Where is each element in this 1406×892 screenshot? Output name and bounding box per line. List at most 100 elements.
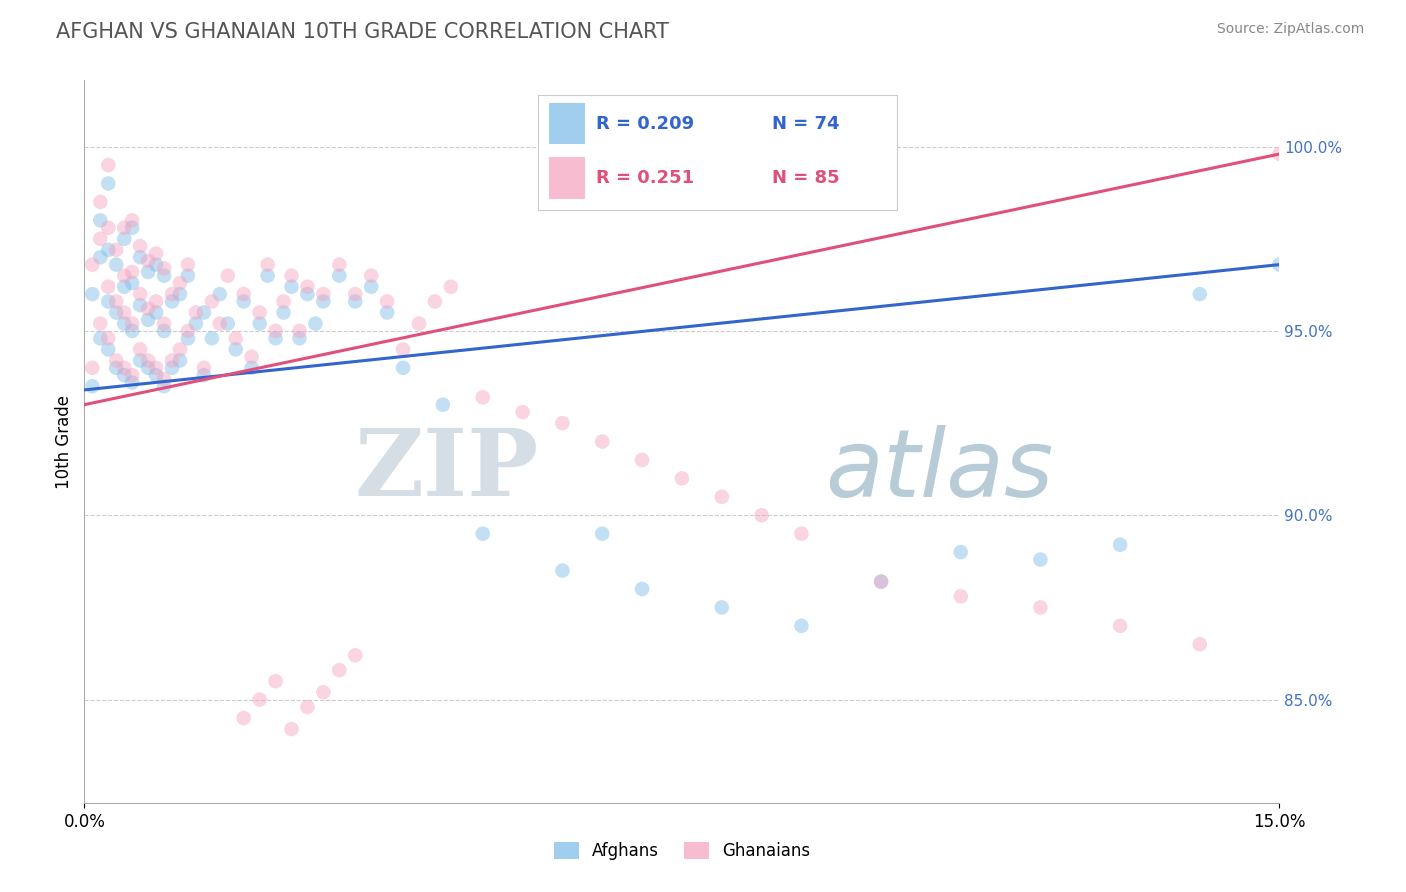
Point [1029, 600, 1052, 615]
Point [440, 279, 463, 293]
Point [280, 722, 302, 736]
Point [153, 268, 176, 283]
Point [551, 564, 574, 578]
Point [193, 368, 215, 383]
Point [273, 305, 295, 319]
Point [360, 279, 382, 293]
Point [89, 232, 111, 246]
Point [145, 294, 167, 309]
Point [264, 324, 287, 338]
Point [177, 324, 200, 338]
Point [82, 287, 104, 301]
Point [1109, 538, 1132, 552]
Point [249, 305, 271, 319]
Point [256, 258, 278, 272]
Point [217, 317, 239, 331]
Point [89, 331, 111, 345]
Point [89, 194, 111, 209]
Point [344, 287, 367, 301]
Point [240, 350, 263, 364]
Point [97, 177, 120, 191]
Point [591, 526, 613, 541]
Point [304, 317, 326, 331]
Point [671, 471, 693, 485]
Point [288, 331, 311, 345]
Point [551, 416, 574, 430]
Point [328, 258, 350, 272]
Point [312, 685, 335, 699]
Point [82, 360, 104, 375]
Point [97, 243, 120, 257]
Point [169, 287, 191, 301]
Point [97, 158, 120, 172]
Point [232, 711, 254, 725]
Point [201, 331, 224, 345]
Point [423, 294, 446, 309]
Point [97, 279, 120, 293]
Point [145, 360, 167, 375]
Text: Source: ZipAtlas.com: Source: ZipAtlas.com [1216, 22, 1364, 37]
Point [949, 590, 972, 604]
Point [208, 287, 231, 301]
Point [790, 619, 813, 633]
Point [264, 674, 287, 689]
Point [153, 324, 176, 338]
Point [177, 331, 200, 345]
Point [288, 324, 311, 338]
Point [408, 317, 430, 331]
Point [112, 279, 135, 293]
Point [97, 220, 120, 235]
Point [273, 294, 295, 309]
Point [136, 360, 159, 375]
Point [129, 287, 152, 301]
Point [184, 317, 207, 331]
Point [82, 258, 104, 272]
Point [169, 353, 191, 368]
Point [129, 239, 152, 253]
Point [121, 317, 143, 331]
Point [129, 298, 152, 312]
Point [105, 360, 128, 375]
Point [160, 294, 183, 309]
Point [112, 360, 135, 375]
Point [129, 250, 152, 264]
Point [82, 379, 104, 393]
Point [153, 372, 176, 386]
Point [1029, 552, 1052, 566]
Point [121, 368, 143, 383]
Point [89, 317, 111, 331]
Point [184, 305, 207, 319]
Point [145, 368, 167, 383]
Point [136, 353, 159, 368]
Point [121, 376, 143, 390]
Point [129, 353, 152, 368]
Point [193, 305, 215, 319]
Point [217, 268, 239, 283]
Point [280, 279, 302, 293]
Point [512, 405, 534, 419]
Point [121, 213, 143, 227]
Point [160, 287, 183, 301]
Point [145, 305, 167, 319]
Point [129, 343, 152, 357]
Point [360, 268, 382, 283]
Point [112, 268, 135, 283]
Point [432, 398, 454, 412]
Point [471, 390, 494, 404]
Point [870, 574, 893, 589]
Point [177, 268, 200, 283]
Text: atlas: atlas [825, 425, 1053, 516]
Point [153, 261, 176, 276]
Point [89, 250, 111, 264]
Point [169, 343, 191, 357]
Point [870, 574, 893, 589]
Point [112, 232, 135, 246]
Point [145, 246, 167, 260]
Point [97, 294, 120, 309]
Point [375, 305, 398, 319]
Point [256, 268, 278, 283]
Point [328, 663, 350, 677]
Point [121, 265, 143, 279]
Point [249, 317, 271, 331]
Y-axis label: 10th Grade: 10th Grade [55, 394, 73, 489]
